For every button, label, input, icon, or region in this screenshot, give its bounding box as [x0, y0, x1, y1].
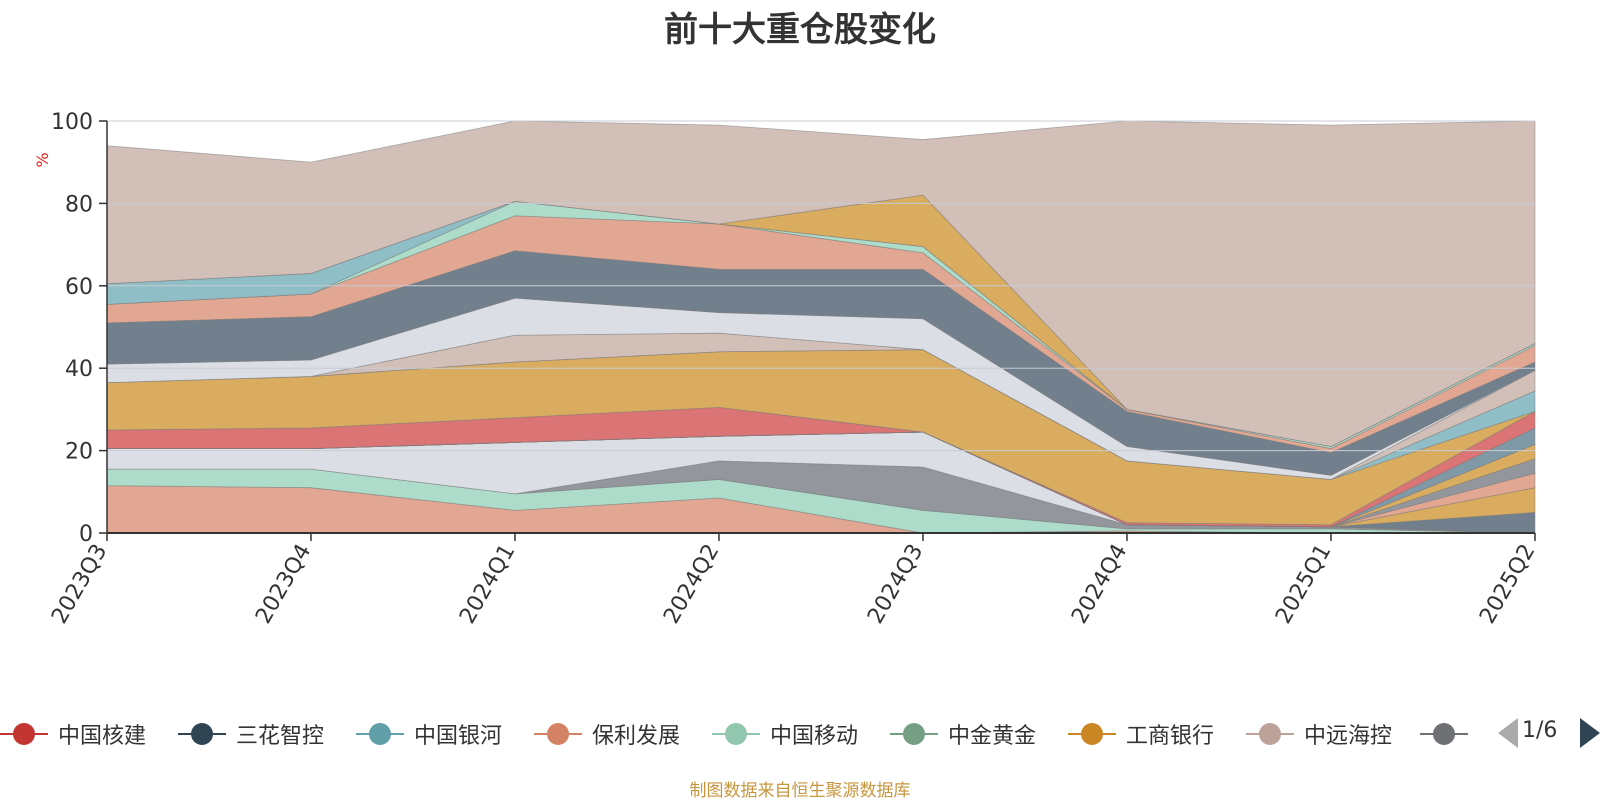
legend-prev-page-button[interactable]: [1498, 718, 1518, 748]
legend-item[interactable]: 中金黄金: [890, 716, 1036, 752]
legend-item[interactable]: 中国移动: [712, 716, 858, 752]
legend-marker-icon: [534, 722, 582, 746]
x-tick-label: 2024Q2: [659, 540, 724, 628]
area-series-21: [106, 120, 1536, 447]
legend-item[interactable]: 中国核建: [0, 716, 146, 752]
y-tick-label: 40: [65, 357, 93, 382]
legend-item[interactable]: 保利发展: [534, 716, 680, 752]
y-tick-label: 80: [65, 192, 93, 217]
chart-plot: 0 20 40 60 80 100 2023Q3 2023Q4 2024Q1 2024Q2 2024…: [33, 110, 1540, 628]
x-tick-label: 2023Q4: [251, 540, 316, 628]
legend-label: 中远海控: [1304, 724, 1393, 749]
legend-marker-icon: [890, 722, 938, 746]
legend-marker-icon: [712, 722, 760, 746]
legend-pager: 1/6: [1498, 716, 1600, 752]
legend: 中国核建 三花智控 中国银河 保利发展 中国移动 中金黄金 工商银行 中远海控: [0, 716, 1480, 752]
x-tick-label: 2023Q3: [47, 540, 112, 628]
legend-item[interactable]: 中国银河: [356, 716, 502, 752]
chart-title: 前十大重仓股变化: [664, 10, 936, 50]
legend-marker-icon: [0, 722, 48, 746]
legend-marker-icon: [1068, 722, 1116, 746]
legend-item[interactable]: 工商银行: [1068, 716, 1214, 752]
legend-item[interactable]: 中远海控: [1246, 716, 1392, 752]
legend-label: 工商银行: [1126, 724, 1215, 749]
legend-item[interactable]: 三花智控: [178, 716, 324, 752]
y-tick-label: 20: [65, 440, 93, 465]
legend-item[interactable]: [1420, 716, 1478, 752]
legend-label: 中国银河: [414, 724, 503, 749]
x-tick-label: 2024Q1: [455, 540, 520, 628]
x-tick-label: 2025Q2: [1475, 540, 1540, 628]
legend-marker-icon: [1420, 722, 1468, 746]
legend-label: 中国移动: [770, 724, 859, 749]
y-axis-label: %: [33, 152, 52, 167]
legend-marker-icon: [356, 722, 404, 746]
y-tick-label: 60: [65, 275, 93, 300]
legend-label: 中国核建: [58, 724, 147, 749]
legend-label: 中金黄金: [948, 724, 1037, 749]
x-tick-label: 2024Q3: [863, 540, 928, 628]
x-tick-label: 2024Q4: [1067, 540, 1132, 628]
legend-next-page-button[interactable]: [1580, 718, 1600, 748]
legend-page-indicator: 1/6: [1522, 718, 1558, 743]
y-tick-label: 0: [79, 522, 93, 547]
x-tick-label: 2025Q1: [1271, 540, 1336, 628]
y-tick-label: 100: [51, 110, 93, 135]
legend-label: 保利发展: [592, 724, 681, 749]
area-layers: [106, 120, 1536, 534]
legend-marker-icon: [178, 722, 226, 746]
legend-label: 三花智控: [236, 724, 325, 749]
source-note: 制图数据来自恒生聚源数据库: [689, 781, 911, 801]
legend-marker-icon: [1246, 722, 1294, 746]
